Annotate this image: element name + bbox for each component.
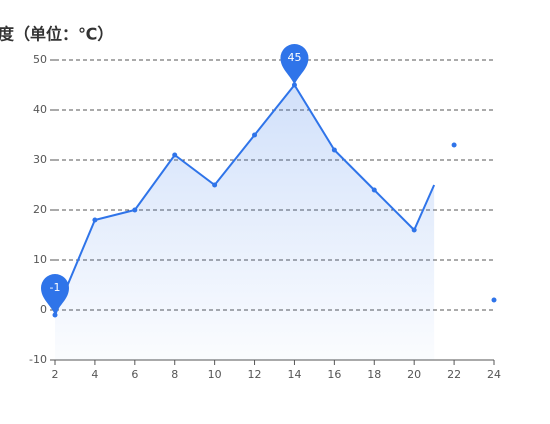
y-tick-label: 30 [33, 153, 47, 166]
point [172, 152, 178, 158]
x-tick-label: 20 [407, 368, 421, 381]
x-tick-label: 16 [327, 368, 341, 381]
point [331, 147, 337, 153]
y-tick-label: 40 [33, 103, 47, 116]
point [491, 297, 497, 303]
point [371, 187, 377, 193]
y-tick-label: 50 [33, 53, 47, 66]
x-tick-label: 22 [447, 368, 461, 381]
point [92, 217, 98, 223]
x-tick-label: 10 [208, 368, 222, 381]
x-tick-label: 6 [131, 368, 138, 381]
point [411, 227, 417, 233]
x-tick-label: 14 [287, 368, 301, 381]
mark-pin [280, 44, 309, 85]
x-tick-label: 12 [248, 368, 262, 381]
y-tick-label: 20 [33, 203, 47, 216]
mark-pin [41, 274, 69, 315]
point [212, 182, 218, 188]
x-tick-label: 2 [52, 368, 59, 381]
area [55, 85, 435, 360]
y-tick-label: 0 [40, 303, 47, 316]
point [132, 207, 138, 213]
y-tick-label: -10 [29, 353, 47, 366]
axis-name: 度（单位：℃） [0, 25, 113, 44]
x-tick-label: 24 [487, 368, 501, 381]
y-tick-label: 10 [33, 253, 47, 266]
mark-label: 45 [287, 51, 301, 64]
mark-label: -1 [50, 281, 61, 294]
x-tick-label: 4 [91, 368, 98, 381]
x-tick-label: 8 [171, 368, 178, 381]
point [451, 142, 457, 148]
point [252, 132, 258, 138]
x-tick-label: 18 [367, 368, 381, 381]
